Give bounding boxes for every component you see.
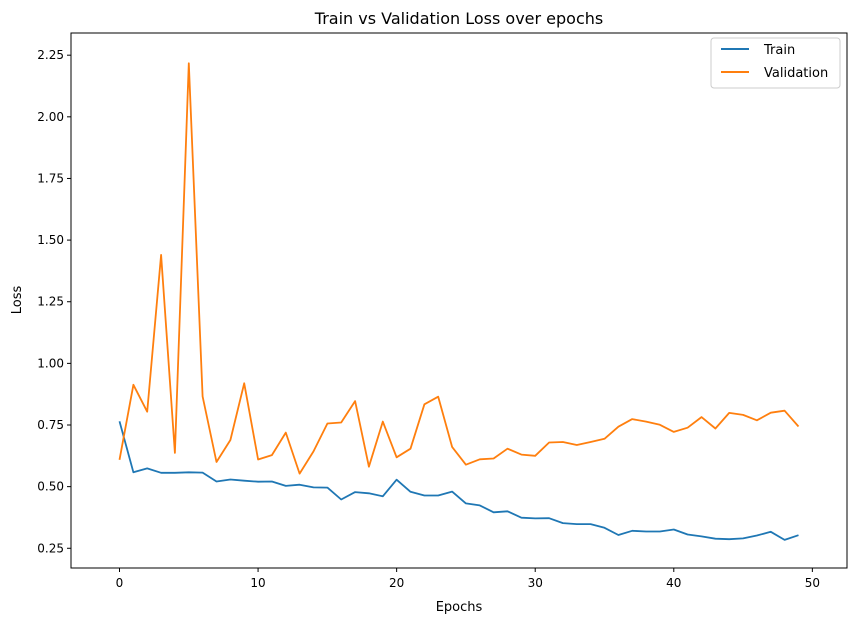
x-axis-label: Epochs (436, 600, 483, 615)
legend: Train Validation (710, 37, 841, 89)
y-tick-label: 1.00 (37, 356, 64, 370)
axis-ticks: 0 10 20 30 40 50 0.25 0.50 0.75 1.00 1.25 1.50 1.75 2… (37, 48, 820, 590)
legend-box (710, 37, 841, 89)
series-line-validation (118, 62, 800, 475)
x-tick-label: 10 (250, 576, 265, 590)
y-tick-label: 0.75 (37, 418, 64, 432)
x-tick-label: 20 (389, 576, 404, 590)
legend-label-validation: Validation (764, 66, 828, 81)
y-tick-label: 1.75 (37, 171, 64, 185)
series-line-train (118, 421, 799, 541)
y-tick-label: 2.00 (37, 110, 64, 124)
y-tick-label: 2.25 (37, 48, 64, 62)
legend-label-train: Train (763, 43, 795, 58)
x-tick-label: 40 (666, 576, 681, 590)
x-tick-label: 0 (116, 576, 124, 590)
plot-area-frame (70, 32, 848, 569)
series-lines (118, 62, 800, 541)
y-axis-label: Loss (10, 286, 25, 315)
y-tick-label: 0.25 (37, 541, 64, 555)
y-tick-label: 1.25 (37, 295, 64, 309)
chart-title: Train vs Validation Loss over epochs (314, 9, 603, 28)
x-tick-label: 50 (805, 576, 820, 590)
y-tick-label: 1.50 (37, 233, 64, 247)
y-tick-label: 0.50 (37, 480, 64, 494)
x-tick-label: 30 (528, 576, 543, 590)
